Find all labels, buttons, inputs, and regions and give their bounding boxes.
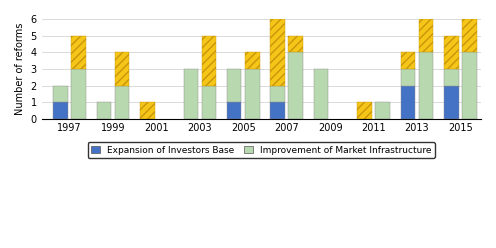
Bar <box>227 69 242 102</box>
Bar <box>270 19 285 86</box>
Bar <box>140 102 155 119</box>
Bar <box>201 36 216 86</box>
Bar <box>375 102 390 119</box>
Bar <box>289 52 303 119</box>
Bar <box>115 86 129 119</box>
Bar <box>444 36 459 69</box>
Bar <box>289 36 303 52</box>
Bar <box>419 52 433 119</box>
Bar <box>462 19 477 52</box>
Legend: Expansion of Investors Base, Improvement of Market Infrastructure: Expansion of Investors Base, Improvement… <box>88 142 435 158</box>
Bar <box>462 52 477 119</box>
Bar <box>444 86 459 119</box>
Bar <box>115 52 129 86</box>
Bar <box>401 52 415 69</box>
Bar <box>419 19 433 52</box>
Bar <box>53 102 68 119</box>
Bar <box>97 102 111 119</box>
Bar <box>184 69 198 119</box>
Bar <box>270 86 285 102</box>
Bar <box>53 86 68 102</box>
Bar <box>401 86 415 119</box>
Bar <box>270 102 285 119</box>
Bar <box>401 69 415 86</box>
Bar <box>71 69 86 119</box>
Bar <box>201 86 216 119</box>
Bar <box>357 102 372 119</box>
Bar <box>71 36 86 69</box>
Bar <box>227 102 242 119</box>
Bar <box>444 69 459 86</box>
Bar <box>314 69 328 119</box>
Y-axis label: Number of reforms: Number of reforms <box>15 23 25 115</box>
Bar <box>245 69 259 119</box>
Bar <box>245 52 259 69</box>
